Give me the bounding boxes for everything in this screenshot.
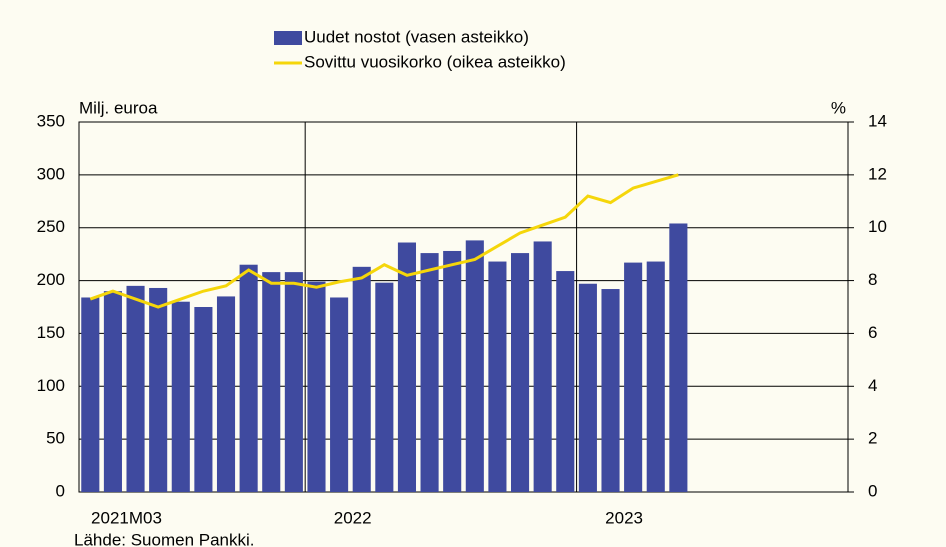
bar	[601, 289, 620, 492]
y2-tick-label: 8	[868, 270, 877, 289]
legend-label: Sovittu vuosikorko (oikea asteikko)	[304, 52, 566, 71]
y2-axis-label: %	[831, 98, 846, 117]
bar	[307, 281, 326, 492]
bar	[420, 253, 439, 492]
x-tick-label: 2021M03	[91, 508, 162, 527]
bar	[397, 242, 417, 492]
bar	[669, 223, 688, 492]
bar	[216, 296, 236, 492]
bar	[624, 262, 643, 492]
line	[89, 173, 679, 309]
bar	[646, 261, 665, 492]
x-tick-label: 2022	[334, 508, 372, 527]
y-tick-label: 50	[46, 429, 65, 448]
y2-tick-label: 0	[868, 481, 877, 500]
legend-swatch	[274, 31, 302, 45]
y-tick-label: 250	[37, 217, 65, 236]
bar	[239, 264, 258, 492]
bar	[465, 240, 484, 492]
bar	[352, 266, 371, 492]
y2-tick-label: 2	[868, 429, 877, 448]
bar	[443, 250, 462, 492]
y2-tick-label: 12	[868, 164, 887, 183]
y2-tick-label: 4	[868, 376, 877, 395]
bar	[556, 271, 575, 492]
x-tick-label: 2023	[605, 508, 643, 527]
source: Lähde: Suomen Pankki.	[74, 530, 255, 547]
y-tick-label: 300	[37, 164, 65, 183]
bar	[81, 297, 100, 492]
bar	[149, 287, 168, 492]
bar	[284, 272, 303, 492]
bar	[488, 261, 507, 492]
y2-tick-label: 6	[868, 323, 877, 342]
y2-tick-label: 10	[868, 217, 887, 236]
bar	[262, 272, 281, 492]
y-axis-label: Milj. euroa	[79, 98, 158, 117]
bar	[330, 297, 349, 492]
legend-label: Uudet nostot (vasen asteikko)	[304, 27, 529, 46]
bar	[533, 241, 552, 492]
y-tick-label: 100	[37, 376, 65, 395]
y-tick-label: 0	[56, 481, 65, 500]
bar	[510, 253, 530, 492]
y-tick-label: 200	[37, 270, 65, 289]
y-tick-label: 150	[37, 323, 65, 342]
bar	[171, 301, 190, 492]
bar	[103, 291, 122, 492]
y2-tick-label: 14	[868, 111, 887, 130]
bar	[194, 307, 213, 492]
bar	[126, 285, 145, 492]
y-tick-label: 350	[37, 111, 65, 130]
bar	[375, 282, 394, 492]
bar	[578, 283, 597, 492]
